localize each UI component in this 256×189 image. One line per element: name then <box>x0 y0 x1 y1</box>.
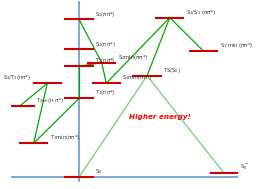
Text: TS(S$_0$): TS(S$_0$) <box>163 66 181 75</box>
Text: S$_1$/S$_2$ ($\pi\pi$*): S$_1$/S$_2$ ($\pi\pi$*) <box>186 8 216 17</box>
Text: S$_1$/T$_2$(n$\pi$*): S$_1$/T$_2$(n$\pi$*) <box>3 73 31 82</box>
Text: T$_2$(n$\pi$*): T$_2$(n$\pi$*) <box>95 57 115 65</box>
Text: S$_0$: S$_0$ <box>95 167 102 176</box>
Text: S$_2$min($\pi\pi$*): S$_2$min($\pi\pi$*) <box>118 53 148 62</box>
Text: Higher energy!: Higher energy! <box>129 114 191 120</box>
Text: S$_1$'min ($\pi\pi$*): S$_1$'min ($\pi\pi$*) <box>220 41 253 50</box>
Text: T$_1$min($\pi\pi$*): T$_1$min($\pi\pi$*) <box>50 133 80 142</box>
Text: T$_{2inh}$(n $\pi$*): T$_{2inh}$(n $\pi$*) <box>36 96 64 105</box>
Text: S$_1$(n$\pi$*): S$_1$(n$\pi$*) <box>95 40 115 49</box>
Text: S$_0^-$: S$_0^-$ <box>240 163 249 172</box>
Text: S$_2$($\pi\pi$*): S$_2$($\pi\pi$*) <box>95 9 115 19</box>
Text: T$_1$(n$\pi$*): T$_1$(n$\pi$*) <box>95 88 115 97</box>
Text: S$_1$min(n$\pi$*): S$_1$min(n$\pi$*) <box>122 73 153 82</box>
